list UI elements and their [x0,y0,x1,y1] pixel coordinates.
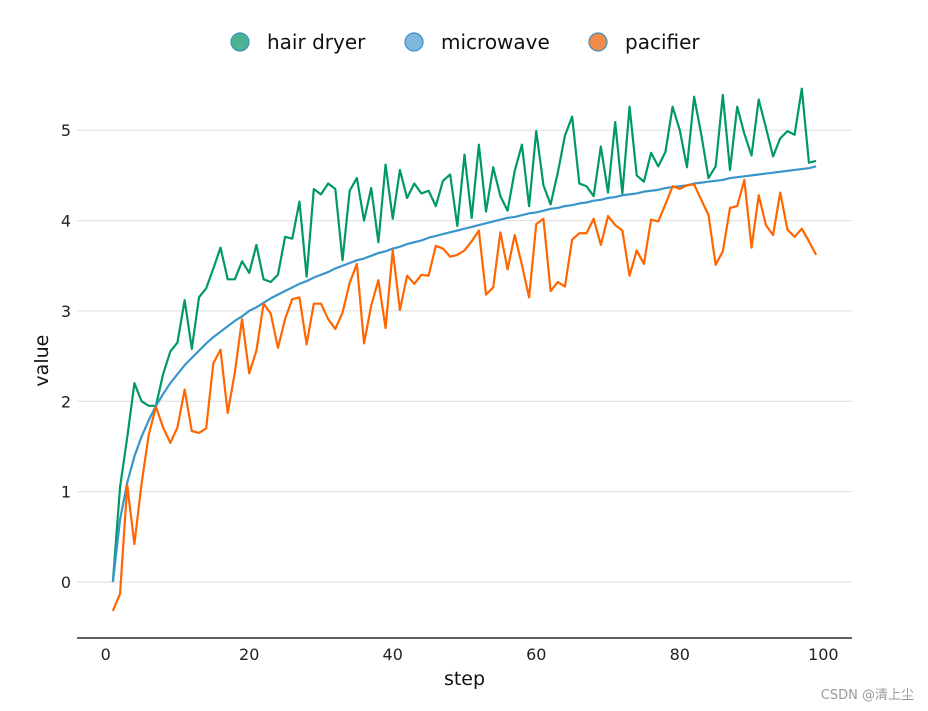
legend-label: pacifier [625,30,700,54]
legend-marker [588,32,608,52]
x-tick-label: 80 [670,645,690,664]
y-tick-label: 5 [61,121,71,140]
series-line-pacifier [111,178,818,612]
legend: hair dryer microwave pacifier [230,30,700,54]
x-tick-label: 40 [383,645,403,664]
x-axis-title: step [444,668,485,690]
grid-lines [77,129,852,583]
series-line-microwave [111,165,817,583]
legend-label: hair dryer [267,30,366,54]
legend-item-microwave: microwave [404,30,550,54]
y-tick-label: 3 [61,302,71,321]
y-axis-title: value [31,335,53,387]
watermark-text: CSDN @清上尘 [820,688,914,703]
series-lines [111,87,818,612]
x-tick-label: 100 [808,645,839,664]
y-tick-labels: 0 1 2 3 4 5 [61,121,71,592]
legend-marker [404,32,424,52]
legend-item-hair-dryer: hair dryer [230,30,366,54]
y-tick-label: 2 [61,392,71,411]
x-tick-label: 0 [101,645,111,664]
legend-marker [230,32,250,52]
x-tick-label: 60 [526,645,546,664]
series-line-hair-dryer [111,87,817,583]
x-tick-label: 20 [239,645,259,664]
y-tick-label: 0 [61,573,71,592]
y-tick-label: 1 [61,483,71,502]
x-tick-labels: 0 20 40 60 80 100 [101,645,839,664]
legend-label: microwave [441,30,550,54]
y-tick-label: 4 [61,212,71,231]
legend-item-pacifier: pacifier [588,30,700,54]
